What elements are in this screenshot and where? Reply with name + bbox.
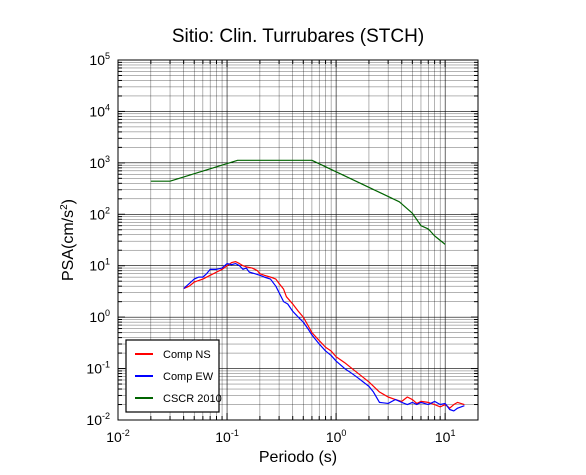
y-axis-label: PSA(cm/s2) — [59, 199, 77, 281]
y-tick-label: 100 — [89, 308, 110, 325]
chart-title: Sitio: Clin. Turrubares (STCH) — [172, 26, 424, 47]
y-tick-label: 104 — [89, 102, 110, 119]
legend-label: Comp NS — [163, 349, 211, 361]
series-lines — [150, 159, 465, 412]
y-tick-label: 10-1 — [86, 360, 110, 377]
y-tick-label: 103 — [89, 154, 110, 171]
y-axis-label-close: ) — [60, 199, 77, 204]
y-axis-label-sup: 2 — [59, 204, 70, 210]
y-tick-label: 102 — [89, 205, 110, 222]
y-tick-label: 105 — [89, 51, 110, 68]
series-line-1 — [183, 261, 465, 409]
grid — [117, 59, 479, 421]
series-line-3 — [150, 159, 446, 245]
y-axis-label-main: PSA(cm/s — [60, 210, 77, 281]
legend: Comp NS Comp EW CSCR 2010 — [125, 339, 222, 413]
x-tick-label: 10-2 — [106, 428, 130, 445]
y-tick-label: 10-2 — [86, 411, 110, 428]
series-line-2 — [183, 262, 465, 412]
x-tick-label: 10-1 — [215, 428, 239, 445]
legend-label: Comp EW — [163, 371, 214, 383]
y-tick-label: 101 — [89, 257, 110, 274]
x-tick-label: 101 — [435, 428, 456, 445]
x-axis-label: Periodo (s) — [259, 449, 337, 466]
x-tick-label: 100 — [326, 428, 347, 445]
plot-frame — [117, 59, 479, 421]
legend-label: CSCR 2010 — [163, 393, 222, 405]
axis-ticks: 10-2 10-1 100 101 10-2 10-1 100 101 102 103 104 105 — [86, 51, 479, 445]
